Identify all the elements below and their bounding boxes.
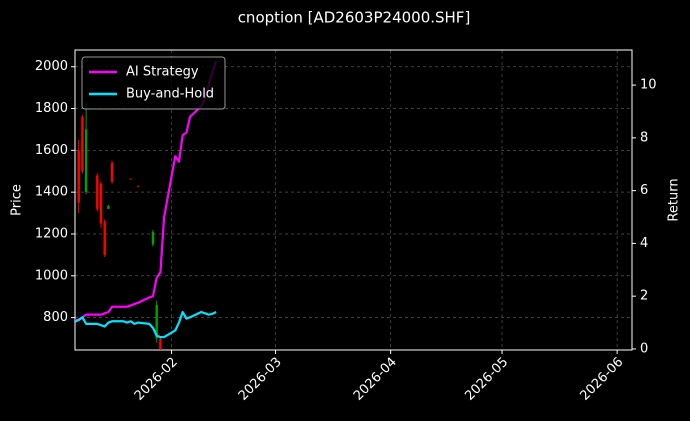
candle-body [159, 338, 162, 349]
candle-body [81, 116, 84, 172]
y2-tick-label: 10 [640, 78, 657, 93]
candle-body [110, 162, 114, 182]
candle-body [151, 231, 155, 245]
y2-axis-label: Return [667, 178, 682, 221]
y2-tick-label: 6 [640, 183, 648, 198]
x-tick-label: 2026-06 [577, 355, 626, 404]
x-tick-label: 2026-04 [351, 355, 400, 404]
candle-body [84, 129, 88, 193]
candle-body [103, 221, 106, 255]
legend-box [81, 56, 226, 110]
candle-body [99, 183, 103, 224]
x-tick-label: 2026-05 [462, 355, 511, 404]
y-tick-label: 1800 [35, 101, 68, 116]
y2-tick-label: 0 [640, 341, 648, 356]
y-tick-label: 800 [43, 310, 68, 325]
y2-tick-label: 2 [640, 289, 648, 304]
candle-body [96, 175, 99, 209]
series-line [75, 310, 217, 339]
x-tick-label: 2026-03 [236, 355, 285, 404]
y-axis-label: Price [10, 184, 25, 216]
y-tick-label: 2000 [35, 59, 68, 74]
y2-tick-label: 8 [640, 130, 648, 145]
legend-label: Buy-and-Hold [126, 87, 214, 102]
y-tick-label: 1200 [35, 226, 68, 241]
y2-tick-label: 4 [640, 236, 648, 251]
candle-body [107, 205, 110, 209]
candle-body [136, 185, 140, 187]
legend-label: AI Strategy [126, 65, 199, 80]
plot-frame [74, 49, 633, 351]
y-tick-label: 1000 [35, 268, 68, 283]
plot-area [75, 60, 218, 350]
series-line [75, 60, 218, 322]
candle-body [155, 305, 158, 339]
chart-title: cnoption [AD2603P24000.SHF] [238, 9, 471, 27]
x-tick-label: 2026-02 [132, 355, 181, 404]
candle-body [129, 178, 132, 180]
y-tick-label: 1400 [35, 185, 68, 200]
candle-body [77, 150, 80, 203]
y-tick-label: 1600 [35, 143, 68, 158]
